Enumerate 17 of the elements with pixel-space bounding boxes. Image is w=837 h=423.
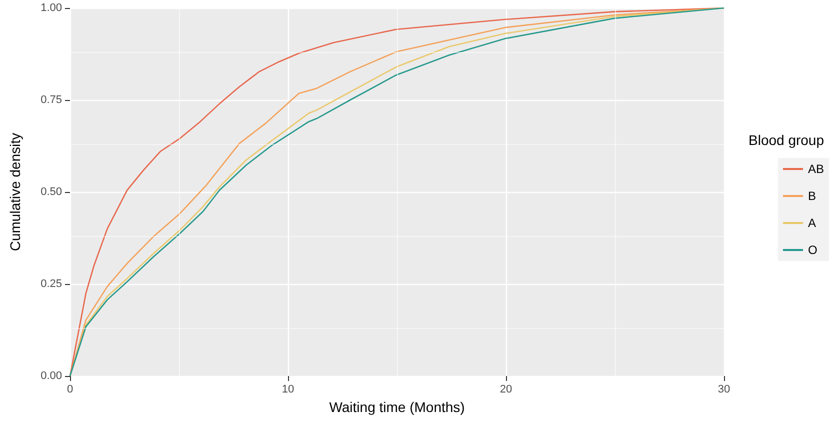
legend-title: Blood group <box>748 132 824 148</box>
y-axis-title: Cumulative density <box>7 132 23 252</box>
line-series <box>69 7 725 377</box>
legend-label: O <box>808 243 818 257</box>
y-tick-label: 0.50 <box>40 186 62 198</box>
x-tick-label: 30 <box>718 384 730 396</box>
x-tick-label: 0 <box>66 384 74 396</box>
legend-label: A <box>808 216 816 230</box>
x-axis-title: Waiting time (Months) <box>329 398 465 415</box>
x-tick-label: 20 <box>500 384 512 396</box>
legend-label: AB <box>808 162 824 176</box>
x-tick-label: 10 <box>282 384 294 396</box>
y-tick-label: 0.25 <box>40 278 62 290</box>
legend-label: B <box>808 189 816 203</box>
y-tick-label: 0.75 <box>40 94 62 106</box>
y-tick-label: 1.00 <box>40 2 62 14</box>
y-tick-label: 0.00 <box>40 370 62 382</box>
